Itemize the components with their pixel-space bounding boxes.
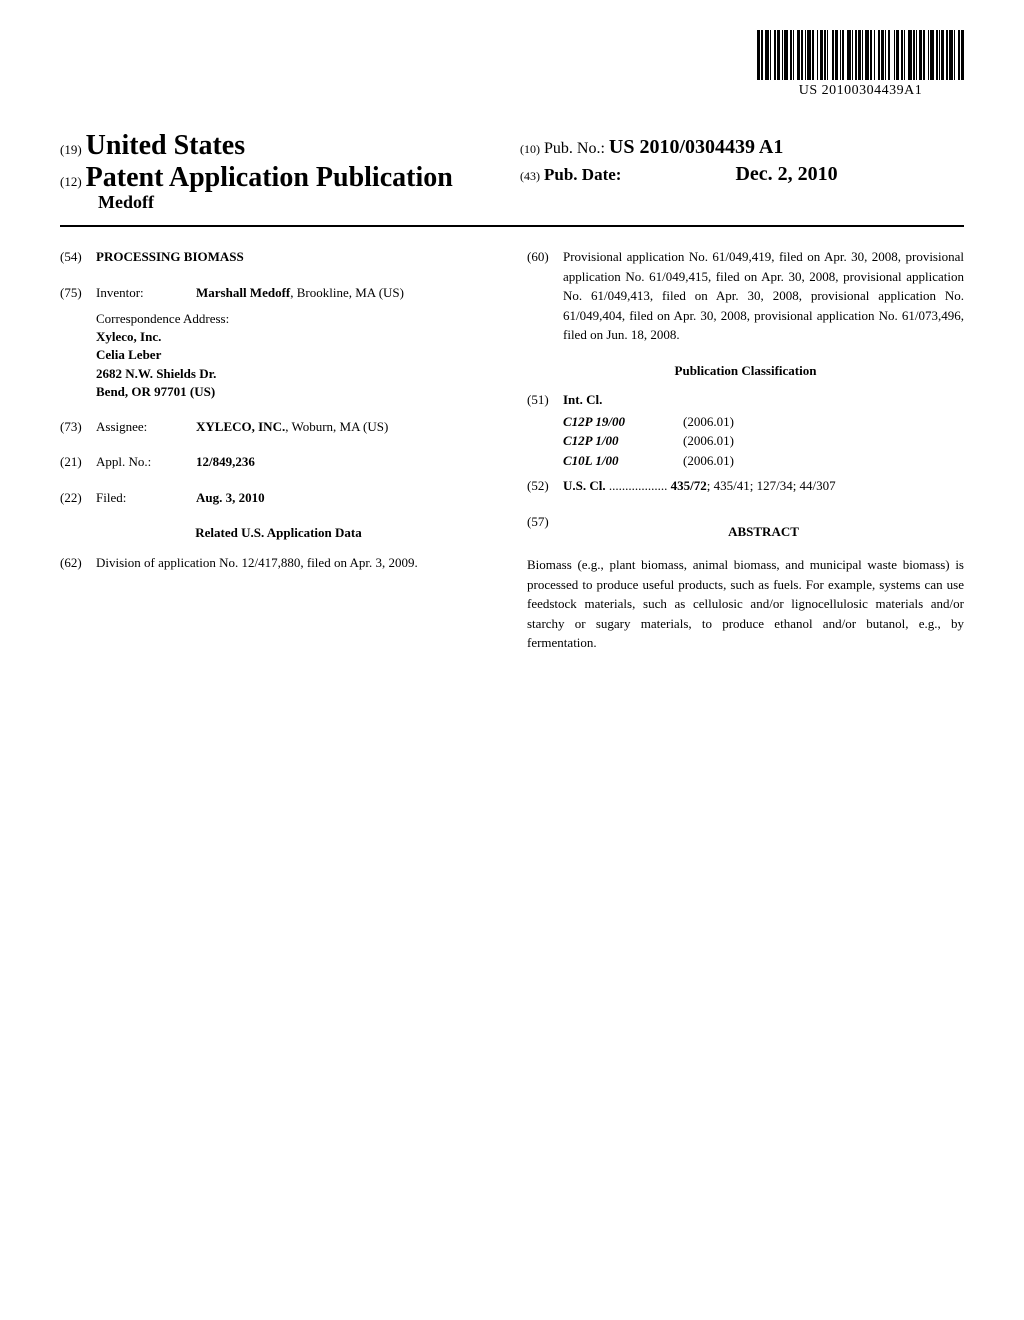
inventor-location: , Brookline, MA (US) [290,285,404,300]
us-cl-dots: .................. [606,478,671,493]
abstract-heading: ABSTRACT [563,522,964,542]
int-cl-code: (51) [527,390,563,410]
int-cl-rows: C12P 19/00 (2006.01) C12P 1/00 (2006.01)… [563,412,964,471]
pub-type-code: (12) [60,174,82,190]
content-columns: (54) PROCESSING BIOMASS (75) Inventor: M… [60,247,964,653]
assignee-label: Assignee: [96,417,196,437]
assignee-name: XYLECO, INC. [196,419,285,434]
appl-code: (21) [60,452,96,472]
author-name: Medoff [98,192,964,213]
provisional-code: (60) [527,247,563,345]
pub-date-label: Pub. Date: [544,165,621,184]
int-cl-row-year: (2006.01) [683,451,783,471]
assignee-code: (73) [60,417,96,437]
inventor-name: Marshall Medoff [196,285,290,300]
abstract-code: (57) [527,512,563,552]
right-column: (60) Provisional application No. 61/049,… [527,247,964,653]
related-heading: Related U.S. Application Data [60,523,497,543]
correspondence-line-2: 2682 N.W. Shields Dr. [96,365,497,383]
country-code: (19) [60,142,82,157]
us-cl-code: (52) [527,476,563,496]
country-name: United States [86,130,245,161]
abstract-text: Biomass (e.g., plant biomass, animal bio… [527,555,964,653]
us-cl-rest: ; 435/41; 127/34; 44/307 [707,478,836,493]
title-code: (54) [60,247,96,267]
pub-no-value: US 2010/0304439 A1 [609,136,783,158]
barcode-section: US 20100304439A1 [757,30,964,99]
barcode-graphic [757,30,964,80]
invention-title: PROCESSING BIOMASS [96,247,497,267]
int-cl-label: Int. Cl. [563,390,964,410]
header-divider [60,225,964,227]
int-cl-row-code: C12P 19/00 [563,412,683,432]
correspondence-line-1: Celia Leber [96,346,497,364]
filed-value: Aug. 3, 2010 [196,488,497,508]
us-cl-value: 435/72 [671,478,707,493]
us-cl-label: U.S. Cl. [563,478,606,493]
right-header: (10) Pub. No.: US 2010/0304439 A1 (43) P… [520,136,838,186]
correspondence-label: Correspondence Address: [96,310,497,328]
assignee-location: , Woburn, MA (US) [285,419,388,434]
correspondence-line-3: Bend, OR 97701 (US) [96,383,497,401]
correspondence-block: Correspondence Address: Xyleco, Inc. Cel… [96,310,497,401]
division-code: (62) [60,553,96,573]
appl-value: 12/849,236 [196,452,497,472]
correspondence-line-0: Xyleco, Inc. [96,328,497,346]
int-cl-row-code: C10L 1/00 [563,451,683,471]
division-text: Division of application No. 12/417,880, … [96,553,497,573]
pub-no-label: Pub. No.: [544,140,605,157]
left-column: (54) PROCESSING BIOMASS (75) Inventor: M… [60,247,497,653]
pub-date-code: (43) [520,169,540,183]
int-cl-row-year: (2006.01) [683,431,783,451]
inventor-label: Inventor: [96,283,196,303]
pub-type-title: Patent Application Publication [86,162,453,194]
barcode-text: US 20100304439A1 [757,83,964,99]
inventor-code: (75) [60,283,96,303]
filed-code: (22) [60,488,96,508]
int-cl-row-year: (2006.01) [683,412,783,432]
classification-heading: Publication Classification [527,361,964,381]
appl-label: Appl. No.: [96,452,196,472]
pub-date-value: Dec. 2, 2010 [735,163,837,185]
int-cl-row-code: C12P 1/00 [563,431,683,451]
pub-no-code: (10) [520,142,540,156]
provisional-text: Provisional application No. 61/049,419, … [563,247,964,345]
filed-label: Filed: [96,488,196,508]
